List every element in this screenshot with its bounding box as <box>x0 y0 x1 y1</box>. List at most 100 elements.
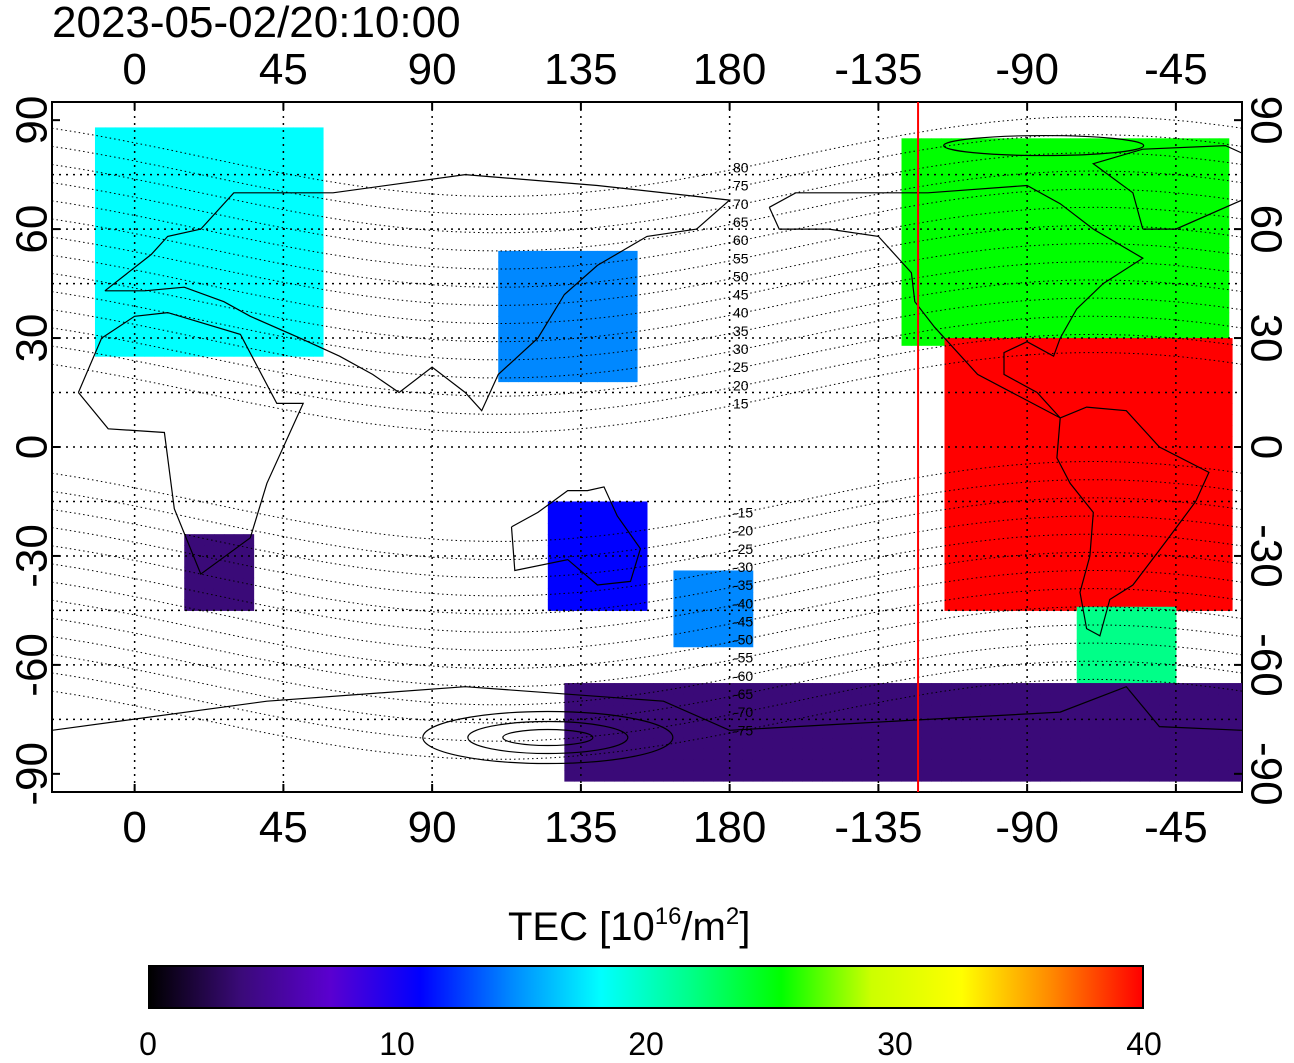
tec-cell <box>1218 214 1230 226</box>
tec-cell <box>990 203 1002 216</box>
tec-cell <box>1119 693 1131 706</box>
tec-cell <box>587 534 598 546</box>
tec-cell <box>1136 617 1147 630</box>
tec-cell <box>1222 545 1233 557</box>
tec-cell <box>633 737 645 749</box>
tec-cell <box>1023 490 1035 502</box>
tec-cell <box>1013 534 1025 546</box>
tec-cell <box>954 338 965 350</box>
tec-cell <box>1073 348 1084 361</box>
tec-map: 0045459090135135180180-135-135-90-90-45-… <box>8 45 1291 852</box>
tec-cell <box>1023 523 1035 535</box>
tec-cell <box>184 534 195 546</box>
tec-cell <box>974 436 985 448</box>
tec-cell <box>1089 279 1101 292</box>
tec-cell <box>1139 683 1150 695</box>
tec-cell <box>1043 370 1055 383</box>
tec-cell <box>931 258 942 270</box>
tec-cell <box>1212 501 1223 513</box>
tec-cell <box>273 149 284 161</box>
tec-cell <box>174 334 185 346</box>
tec-cell <box>1189 258 1200 270</box>
tec-cell <box>577 359 588 372</box>
tec-cell <box>1182 545 1193 557</box>
tec-cell <box>951 258 962 270</box>
tec-cell <box>980 770 992 782</box>
tec-cell <box>861 770 873 782</box>
tec-cell <box>557 250 569 263</box>
tec-cell <box>802 704 813 717</box>
tec-cell <box>1099 770 1111 782</box>
tec-cell <box>732 726 744 739</box>
tec-cell <box>594 748 605 760</box>
tec-cell <box>1063 588 1074 601</box>
tec-cell <box>961 726 972 739</box>
tec-cell <box>1043 348 1055 361</box>
tec-cell <box>1060 258 1071 270</box>
tec-cell <box>1179 704 1190 717</box>
tec-cell <box>723 581 734 593</box>
tec-cell <box>1030 301 1041 314</box>
tec-cell <box>1106 661 1117 673</box>
tec-cell <box>114 149 126 161</box>
tec-cell <box>1172 490 1183 502</box>
tec-cell <box>980 269 992 281</box>
tec-cell <box>1013 468 1025 481</box>
axis-ticks <box>52 102 1242 792</box>
tec-cell <box>508 327 519 339</box>
tec-cell <box>822 693 833 706</box>
tec-cell <box>223 588 235 601</box>
tec-cell <box>567 348 579 361</box>
tec-cell <box>204 534 215 546</box>
tec-cell <box>518 316 529 328</box>
tec-cell <box>1053 348 1064 361</box>
tec-cell <box>1083 359 1094 372</box>
tec-cell <box>1149 290 1160 303</box>
tec-cell <box>881 683 893 695</box>
tec-cell <box>802 715 813 728</box>
tec-cell <box>782 770 793 782</box>
tec-cell <box>1063 545 1074 557</box>
tec-cell <box>1103 555 1114 568</box>
tec-cell <box>1050 312 1061 325</box>
tec-cell <box>243 181 255 194</box>
tec-cell <box>1212 370 1223 383</box>
tec-cell <box>1004 381 1015 394</box>
tec-cell <box>812 693 823 706</box>
tec-cell <box>114 312 126 325</box>
tec-cell <box>104 127 116 139</box>
tec-cell <box>283 149 294 161</box>
magnetic-contour <box>52 279 1242 361</box>
tec-cell <box>891 737 903 749</box>
tec-cell <box>567 534 579 546</box>
tec-cell <box>683 704 694 717</box>
tec-cell <box>1060 138 1071 150</box>
tec-cell <box>164 203 175 216</box>
tec-cell <box>1172 403 1183 415</box>
tec-cell <box>1202 588 1213 601</box>
tec-cell <box>233 290 245 303</box>
tec-cell <box>970 269 982 281</box>
tec-cell <box>961 225 972 237</box>
tec-cell <box>1089 693 1101 706</box>
tec-cell <box>1043 425 1055 437</box>
tec-cell <box>970 737 982 749</box>
tec-cell <box>703 614 714 626</box>
tec-cell <box>194 588 205 601</box>
tec-cell <box>233 312 245 325</box>
tec-cell <box>623 748 635 760</box>
tec-cell <box>293 192 304 205</box>
tec-cell <box>1123 359 1134 372</box>
tec-cell <box>1089 683 1101 695</box>
tec-cell <box>223 345 235 357</box>
tec-cell <box>990 269 1002 281</box>
tec-cell <box>597 545 608 557</box>
tec-cell <box>931 301 942 314</box>
contour-label: -65 <box>733 686 753 702</box>
tec-cell <box>891 759 903 771</box>
contour-label: 20 <box>733 377 749 393</box>
lon-label-bottom: 135 <box>544 803 617 852</box>
tec-cell <box>861 748 873 760</box>
tec-cell <box>607 588 618 601</box>
tec-cell <box>1182 599 1193 611</box>
